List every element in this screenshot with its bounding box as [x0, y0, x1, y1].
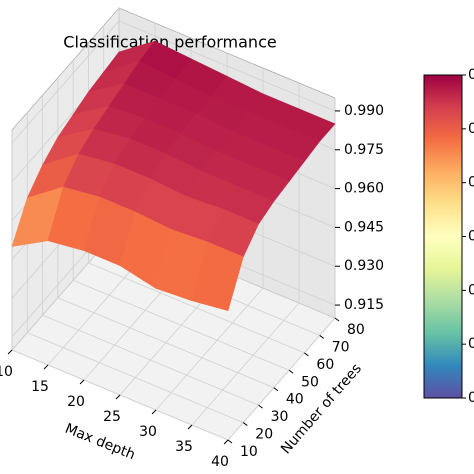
- grid-line: [72, 279, 290, 371]
- y-axis-label: Number of trees: [278, 361, 365, 458]
- z-tick-label: 0.915: [344, 297, 384, 313]
- y-tick: [334, 317, 340, 322]
- x-tick-label: 30: [139, 424, 157, 440]
- y-tick-label: 20: [255, 427, 273, 443]
- grid-line: [11, 20, 120, 144]
- grid-line: [118, 20, 336, 112]
- grid-line: [27, 332, 244, 423]
- x-tick: [115, 394, 121, 400]
- x-tick-label: 35: [175, 439, 193, 455]
- surface-patch: [191, 241, 244, 311]
- y-tick: [288, 369, 294, 374]
- y-tick: [304, 352, 309, 357]
- grid-line: [191, 302, 300, 426]
- colorbar-tick-label: 0: [468, 229, 474, 245]
- z-tick-label: 0.975: [344, 142, 384, 158]
- chart-title: Classification performance: [63, 33, 276, 52]
- x-tick-label: 25: [103, 409, 121, 425]
- y-tick-label: 40: [286, 392, 304, 408]
- y-tick: [242, 422, 248, 426]
- colorbar-tick-label: 0: [468, 175, 474, 191]
- colorbar-tick-label: 0: [468, 282, 474, 298]
- y-tick: [227, 439, 233, 444]
- x-tick-label: 10: [0, 364, 13, 380]
- z-tick-label: 0.990: [344, 103, 384, 119]
- colorbar: [423, 74, 463, 399]
- grid-line: [57, 297, 275, 389]
- y-tick: [273, 387, 279, 392]
- x-tick: [79, 379, 85, 385]
- grid-line: [88, 262, 305, 354]
- y-tick-label: 70: [332, 339, 350, 355]
- grid-line: [227, 317, 336, 441]
- y-tick-label: 50: [301, 374, 319, 390]
- z-tick-label: 0.945: [344, 219, 384, 235]
- z-tick-label: 0.930: [344, 258, 384, 274]
- x-tick-label: 40: [211, 454, 229, 470]
- x-tick-label: 15: [31, 379, 49, 395]
- y-tick-label: 80: [347, 322, 365, 338]
- colorbar-tick-label: 0: [468, 67, 474, 83]
- y-tick: [258, 404, 263, 409]
- x-tick: [43, 364, 49, 370]
- colorbar-tick-label: 0: [468, 390, 474, 406]
- x-axis-label: Max depth: [63, 421, 138, 464]
- grid-line: [42, 314, 259, 406]
- x-tick: [187, 424, 193, 430]
- grid-line: [155, 287, 264, 411]
- x-tick-label: 20: [67, 394, 85, 410]
- x-tick: [7, 349, 13, 355]
- z-tick-label: 0.960: [344, 181, 384, 197]
- y-tick-label: 60: [316, 357, 334, 373]
- x-tick: [223, 439, 229, 445]
- colorbar-tick-label: 0: [468, 336, 474, 352]
- y-tick: [319, 335, 325, 339]
- y-tick-label: 30: [271, 409, 289, 425]
- y-tick-label: 10: [240, 444, 258, 460]
- x-tick: [151, 409, 157, 415]
- colorbar-tick-label: 0: [468, 121, 474, 137]
